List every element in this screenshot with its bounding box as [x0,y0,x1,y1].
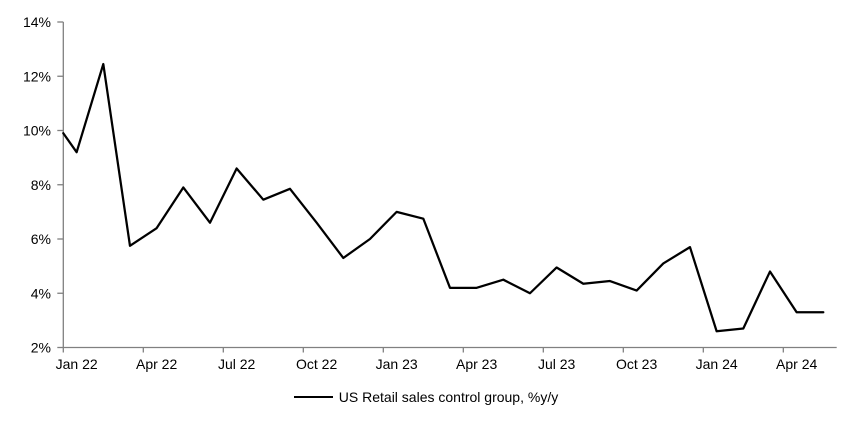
y-tick-label: 4% [31,285,51,301]
y-tick-label: 10% [23,123,51,139]
legend: US Retail sales control group, %y/y [0,389,852,405]
legend-label: US Retail sales control group, %y/y [338,389,559,405]
x-tick-label: Jul 22 [218,356,256,372]
y-tick-label: 14% [23,14,51,30]
legend-line-marker [293,396,333,398]
x-tick-label: Apr 22 [136,356,177,372]
y-tick-label: 6% [31,231,51,247]
y-tick-label: 8% [31,177,51,193]
x-tick-label: Jan 24 [696,356,738,372]
y-tick-label: 12% [23,68,51,84]
x-tick-label: Apr 24 [776,356,817,372]
x-tick-label: Jan 22 [56,356,98,372]
y-tick-label: 2% [31,340,51,356]
x-tick-label: Jul 23 [538,356,576,372]
x-tick-label: Oct 22 [296,356,337,372]
x-tick-label: Oct 23 [616,356,657,372]
x-tick-label: Jan 23 [376,356,418,372]
series-line [62,62,825,333]
x-tick-label: Apr 23 [456,356,497,372]
